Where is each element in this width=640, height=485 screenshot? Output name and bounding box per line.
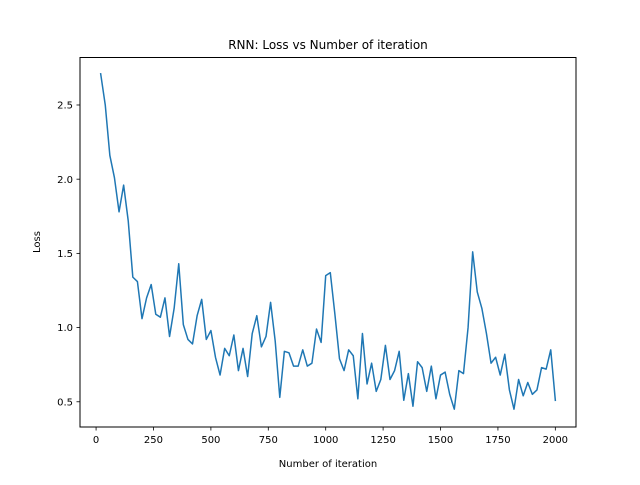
x-axis-label: Number of iteration: [279, 459, 377, 470]
y-tick-label: 0.5: [57, 397, 73, 408]
x-tick-label: 500: [201, 435, 220, 446]
x-axis: 0 250 500 750 1000 1250 1500 1750 2000: [93, 427, 568, 446]
y-tick-label: 1.0: [57, 323, 73, 334]
plot-area: [99, 72, 557, 410]
y-axis-label: Loss: [32, 231, 43, 253]
x-tick-label: 250: [144, 435, 163, 446]
x-tick-label: 1500: [428, 435, 453, 446]
y-axis: 0.5 1.0 1.5 2.0 2.5: [57, 101, 80, 408]
x-tick-label: 1750: [485, 435, 510, 446]
y-tick-label: 1.5: [57, 249, 73, 260]
y-tick-label: 2.5: [57, 101, 73, 112]
x-tick-label: 2000: [543, 435, 568, 446]
loss-line: [99, 72, 557, 410]
chart-title: RNN: Loss vs Number of iteration: [228, 38, 428, 52]
y-tick-label: 2.0: [57, 175, 73, 186]
axes-frame: [79, 57, 577, 428]
x-tick-label: 1000: [313, 435, 338, 446]
x-tick-label: 750: [259, 435, 278, 446]
x-tick-label: 0: [93, 435, 99, 446]
x-tick-label: 1250: [370, 435, 395, 446]
